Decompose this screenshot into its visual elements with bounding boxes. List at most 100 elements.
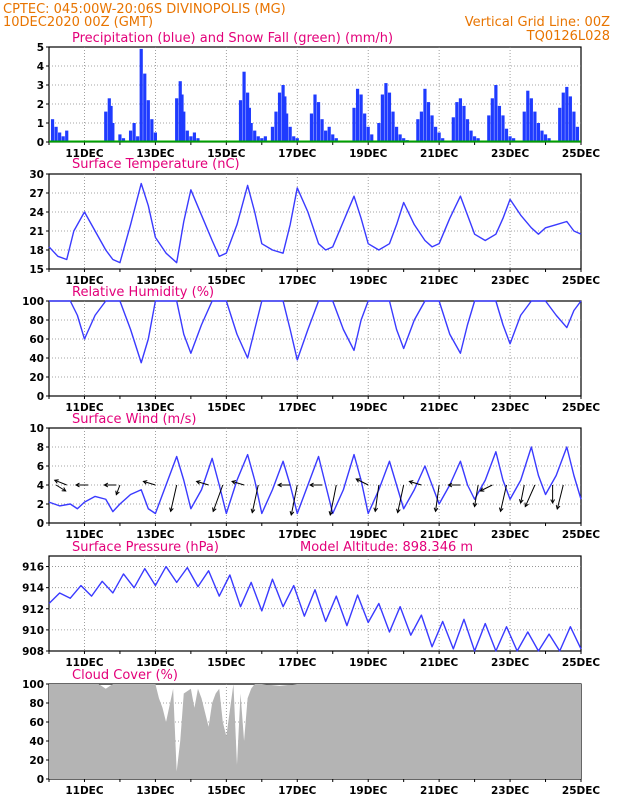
humidity-ytick-label: 100 xyxy=(22,296,44,308)
precip-bar xyxy=(295,138,299,142)
precip-bar xyxy=(441,138,445,142)
wind-ytick-label: 6 xyxy=(37,461,44,473)
cloud-panel-title: Cloud Cover (%) xyxy=(72,668,178,683)
humidity-xtick-label: 19DEC xyxy=(349,402,388,414)
humidity-xtick-label: 17DEC xyxy=(278,402,317,414)
precip-bar xyxy=(270,126,275,142)
precip-bar xyxy=(178,81,182,142)
precip-bar xyxy=(253,130,257,142)
temperature-xtick-label: 25DEC xyxy=(562,275,601,287)
wind-ytick-label: 0 xyxy=(37,518,44,530)
precip-xtick-label: 19DEC xyxy=(349,148,388,160)
precip-bar xyxy=(58,132,62,142)
precip-bar xyxy=(391,111,395,142)
header-grid-note: Vertical Grid Line: 00Z xyxy=(465,15,610,30)
wind-arrow-shaft xyxy=(409,480,422,486)
precip-xtick-label: 23DEC xyxy=(491,148,530,160)
precip-bar xyxy=(196,138,200,142)
precip-bar xyxy=(543,134,548,142)
pressure-xtick-label: 17DEC xyxy=(278,657,317,669)
humidity-xtick-label: 11DEC xyxy=(65,402,104,414)
precip-bar xyxy=(313,94,317,142)
precip-bar xyxy=(380,94,384,142)
wind-arrow-head xyxy=(396,508,401,514)
wind-arrow-head xyxy=(408,480,414,485)
temperature-panel-title: Surface Temperature (nC) xyxy=(72,157,240,172)
temperature-xtick-label: 15DEC xyxy=(207,275,246,287)
precip-bar xyxy=(249,123,253,142)
wind-arrow-head xyxy=(550,499,555,505)
wind-panel: 0 2 4 6 8 10 11DEC 13DEC 15DEC 17DEC 19DEC 21DEC 23D… xyxy=(29,423,600,541)
cloud-ytick-label: 0 xyxy=(37,774,44,786)
wind-arrow-head xyxy=(231,480,237,485)
wind-frame xyxy=(48,427,582,524)
cloud-xtick-label: 19DEC xyxy=(349,785,388,797)
model-altitude-note: Model Altitude: 898.346 m xyxy=(300,540,473,555)
pressure-panel: 908 910 912 914 916 11DEC 13DEC 15DEC 17DEC 19DEC… xyxy=(22,555,601,669)
pressure-xtick-label: 25DEC xyxy=(562,657,601,669)
precip-xtick-label: 21DEC xyxy=(420,148,459,160)
cloud-panel: 0 20 40 60 80 100 11DEC 13DEC 15DEC 17DEC 19DEC 21D… xyxy=(22,679,600,797)
wind-arrow-shaft xyxy=(480,484,493,492)
precip-bar xyxy=(469,130,473,142)
precip-bar xyxy=(288,126,292,142)
temperature-ytick-label: 15 xyxy=(29,264,44,276)
humidity-xtick-label: 23DEC xyxy=(491,402,530,414)
header-model-id: TQ0126L028 xyxy=(526,29,610,44)
wind-arrow-shaft xyxy=(355,478,369,486)
precip-bar xyxy=(260,138,264,142)
precip-bar xyxy=(465,119,470,142)
precip-bar xyxy=(437,132,441,142)
wind-arrow-head xyxy=(115,490,120,496)
wind-arrow-head xyxy=(74,482,80,488)
precip-bar xyxy=(363,113,367,142)
cloud-cover-area xyxy=(49,684,581,779)
precip-bar xyxy=(473,136,477,142)
precip-bar xyxy=(331,134,335,142)
precip-bar xyxy=(283,96,287,142)
wind-series-line xyxy=(48,446,582,515)
pressure-xtick-label: 21DEC xyxy=(420,657,459,669)
wind-arrow-head xyxy=(61,487,67,492)
precip-bar xyxy=(423,88,427,142)
precip-bar xyxy=(568,96,572,142)
wind-arrow-shaft xyxy=(435,484,440,512)
wind-arrow-shaft xyxy=(500,484,508,512)
header-run-date: 10DEC2020 00Z (GMT) xyxy=(3,15,153,30)
wind-arrow-shaft xyxy=(556,484,564,510)
wind-panel-title: Surface Wind (m/s) xyxy=(72,412,196,427)
precip-bar xyxy=(143,73,147,142)
precip-bar xyxy=(526,90,530,142)
precip-bar xyxy=(487,115,491,142)
humidity-series-line xyxy=(49,300,582,364)
cloud-ytick-label: 100 xyxy=(22,679,44,691)
precip-bar xyxy=(561,92,565,142)
wind-arrow-shaft xyxy=(231,480,245,486)
precip-bar xyxy=(128,130,133,142)
cloud-xtick-label: 25DEC xyxy=(562,785,601,797)
wind-arrow-head xyxy=(142,480,148,485)
precip-bar xyxy=(247,107,251,142)
precip-bar xyxy=(192,132,197,142)
precip-bar xyxy=(109,105,113,142)
precip-bar xyxy=(366,126,370,142)
cloud-xtick-label: 17DEC xyxy=(278,785,317,797)
wind-arrow-shaft xyxy=(329,484,337,516)
precip-bar xyxy=(54,126,58,142)
wind-xtick-label: 11DEC xyxy=(65,529,104,541)
wind-ytick-label: 10 xyxy=(29,423,44,435)
header-location: CPTEC: 045:00W-20:06S DIVINOPOLIS (MG) xyxy=(3,2,286,17)
precip-bar xyxy=(565,86,569,142)
precip-bar xyxy=(238,100,243,142)
precip-bar xyxy=(118,134,122,142)
precip-bar xyxy=(522,111,526,142)
humidity-panel: 0 20 40 60 80 100 11DEC 13DEC 15DEC 17DEC 19DEC 21D… xyxy=(22,296,600,414)
wind-arrow-head xyxy=(447,482,453,488)
precip-bar xyxy=(476,138,480,142)
precip-bar xyxy=(536,123,541,142)
wind-arrow-shaft xyxy=(54,479,67,486)
precip-bar xyxy=(433,126,438,142)
precip-xtick-label: 13DEC xyxy=(136,148,175,160)
wind-arrow-shaft xyxy=(397,484,405,513)
wind-arrow-head xyxy=(289,511,295,517)
